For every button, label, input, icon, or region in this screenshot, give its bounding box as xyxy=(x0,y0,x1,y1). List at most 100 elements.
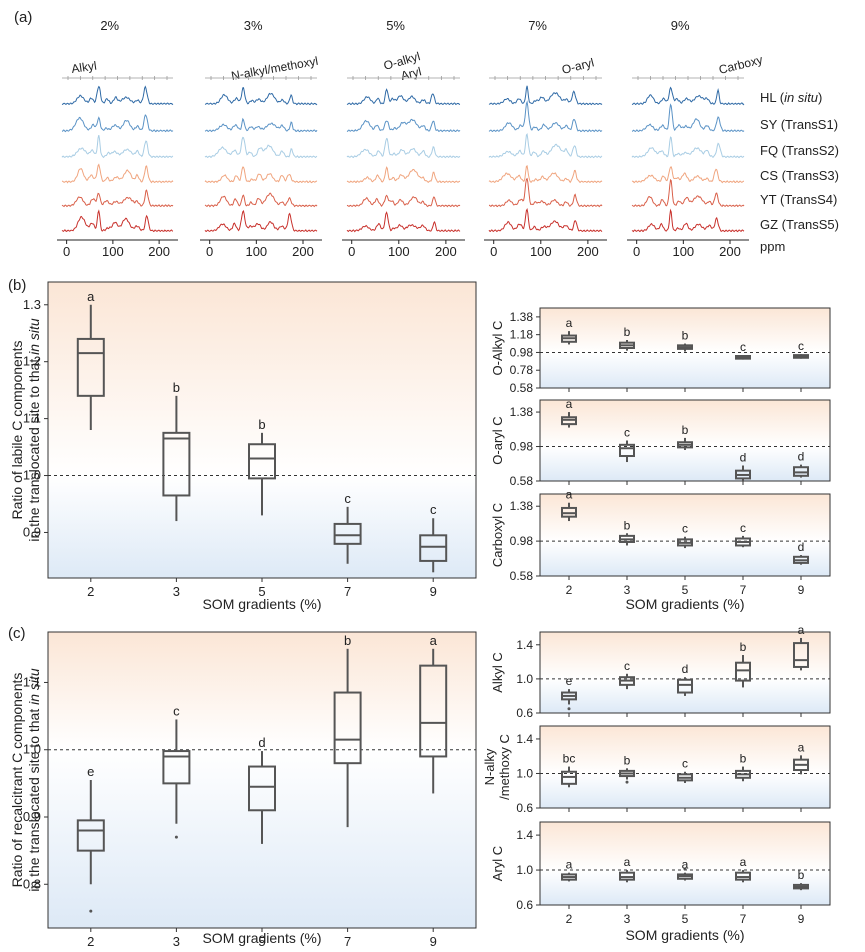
box: bc xyxy=(561,752,577,788)
upper-background xyxy=(48,632,476,750)
nmr-spectrum-line xyxy=(346,194,461,208)
ppm-range-marker xyxy=(62,76,173,80)
significance-letter: c xyxy=(624,426,630,440)
boxplot-c-nalkyl: 0.61.01.4bc b c baN-alky/methoxy C xyxy=(482,725,831,815)
box-iqr xyxy=(76,337,105,397)
box-iqr xyxy=(619,443,635,458)
y-tick-label: 1.0 xyxy=(23,468,41,483)
significance-letter: c xyxy=(173,703,180,718)
box: a xyxy=(793,623,809,671)
nmr-spectrum-line xyxy=(488,177,603,208)
box: e xyxy=(76,764,105,913)
x-tick-label: 2 xyxy=(566,912,573,926)
box-iqr xyxy=(162,750,191,785)
box: d xyxy=(793,450,809,478)
box: a xyxy=(561,858,577,882)
significance-letter: b xyxy=(682,423,689,437)
x-tick-label: 200 xyxy=(719,244,741,259)
y-axis-label: O-Alkyl C xyxy=(490,321,505,376)
significance-letter: b xyxy=(740,752,747,766)
significance-letter: a xyxy=(624,855,631,869)
significance-letter: d xyxy=(258,735,265,750)
x-tick-label: 7 xyxy=(740,912,747,926)
x-tick-label: 100 xyxy=(245,244,267,259)
nmr-spectrum-line xyxy=(61,163,174,184)
nmr-spectrum-line xyxy=(346,137,461,159)
x-tick-label: 0 xyxy=(490,244,497,259)
y-tick-label: 1.2 xyxy=(23,354,41,369)
significance-letter: a xyxy=(566,858,573,872)
y-tick-label: 1.1 xyxy=(23,674,41,689)
box: b xyxy=(248,417,276,516)
y-tick-label: 1.3 xyxy=(23,297,41,312)
x-tick-label: 200 xyxy=(148,244,170,259)
region-label: Carboxy xyxy=(717,53,764,77)
lower-background xyxy=(540,352,830,388)
x-axis-label: SOM gradients (%) xyxy=(202,596,321,612)
x-tick-label: 3 xyxy=(173,934,180,949)
significance-letter: c xyxy=(682,522,688,536)
nmr-spectrum-line xyxy=(631,166,744,184)
significance-letter: b xyxy=(624,325,631,339)
y-tick-label: 0.98 xyxy=(510,345,534,359)
ppm-range-marker xyxy=(632,76,744,80)
x-tick-label: 0 xyxy=(348,244,355,259)
x-tick-label: 200 xyxy=(435,244,457,259)
upper-background xyxy=(540,822,830,871)
box-iqr xyxy=(162,431,191,497)
box-iqr xyxy=(419,664,448,758)
nmr-spectrum-line xyxy=(346,88,461,106)
outlier-point xyxy=(567,707,571,711)
x-tick-label: 100 xyxy=(388,244,410,259)
box-iqr xyxy=(333,691,362,765)
x-tick-label: 9 xyxy=(430,934,437,949)
box: c xyxy=(677,522,693,549)
y-tick-label: 1.0 xyxy=(23,742,41,757)
box: a xyxy=(76,289,105,430)
y-tick-label: 1.18 xyxy=(510,328,534,342)
y-tick-label: 0.58 xyxy=(510,569,534,583)
significance-letter: b xyxy=(624,753,631,767)
nmr-spectrum-line xyxy=(61,85,174,106)
nmr-spectrum-line xyxy=(631,136,745,159)
nmr-spectrum-line xyxy=(488,132,603,159)
y-tick-label: 1.0 xyxy=(516,672,533,686)
ppm-range-marker xyxy=(205,76,317,80)
box: c xyxy=(735,340,751,360)
x-tick-label: 0 xyxy=(206,244,213,259)
x-tick-label: 5 xyxy=(258,934,265,949)
box: c xyxy=(162,703,191,839)
x-tick-label: 200 xyxy=(292,244,314,259)
x-axis-label: SOM gradients (%) xyxy=(202,930,321,946)
box: b xyxy=(619,325,635,351)
x-tick-label: 100 xyxy=(102,244,124,259)
y-axis-label: N-alky xyxy=(482,748,497,785)
box: e xyxy=(561,674,577,711)
x-tick-label: 0 xyxy=(633,244,640,259)
box: c xyxy=(735,521,751,548)
nmr-spectrum-line xyxy=(631,86,745,106)
box-iqr xyxy=(248,765,276,812)
nmr-spectrum-line xyxy=(61,114,174,133)
x-tick-label: 100 xyxy=(672,244,694,259)
y-axis-label: in the translocated site to that in situ xyxy=(26,318,42,542)
significance-letter: d xyxy=(798,450,805,464)
significance-letter: a xyxy=(682,858,689,872)
region-label: Alkyl xyxy=(70,59,97,76)
nmr-spectrum-line xyxy=(488,100,603,133)
box: a xyxy=(561,397,577,428)
y-axis-label: Ratio of labile C components xyxy=(9,341,25,520)
nmr-spectrum-line xyxy=(488,208,603,233)
y-axis-label: Alkyl C xyxy=(490,652,505,692)
gradient-label: 3% xyxy=(244,18,263,33)
nmr-spectrum-line xyxy=(204,166,318,184)
panel-c-label: (c) xyxy=(8,625,26,642)
nmr-spectrum-line xyxy=(204,87,318,106)
y-axis-label: in the translocated site to that in situ xyxy=(26,668,42,892)
upper-background xyxy=(540,494,830,542)
nmr-spectrum-line xyxy=(346,118,461,133)
x-tick-label: 7 xyxy=(740,583,747,597)
box-iqr xyxy=(248,443,276,480)
box: c xyxy=(677,757,693,783)
y-tick-label: 1.38 xyxy=(510,405,534,419)
